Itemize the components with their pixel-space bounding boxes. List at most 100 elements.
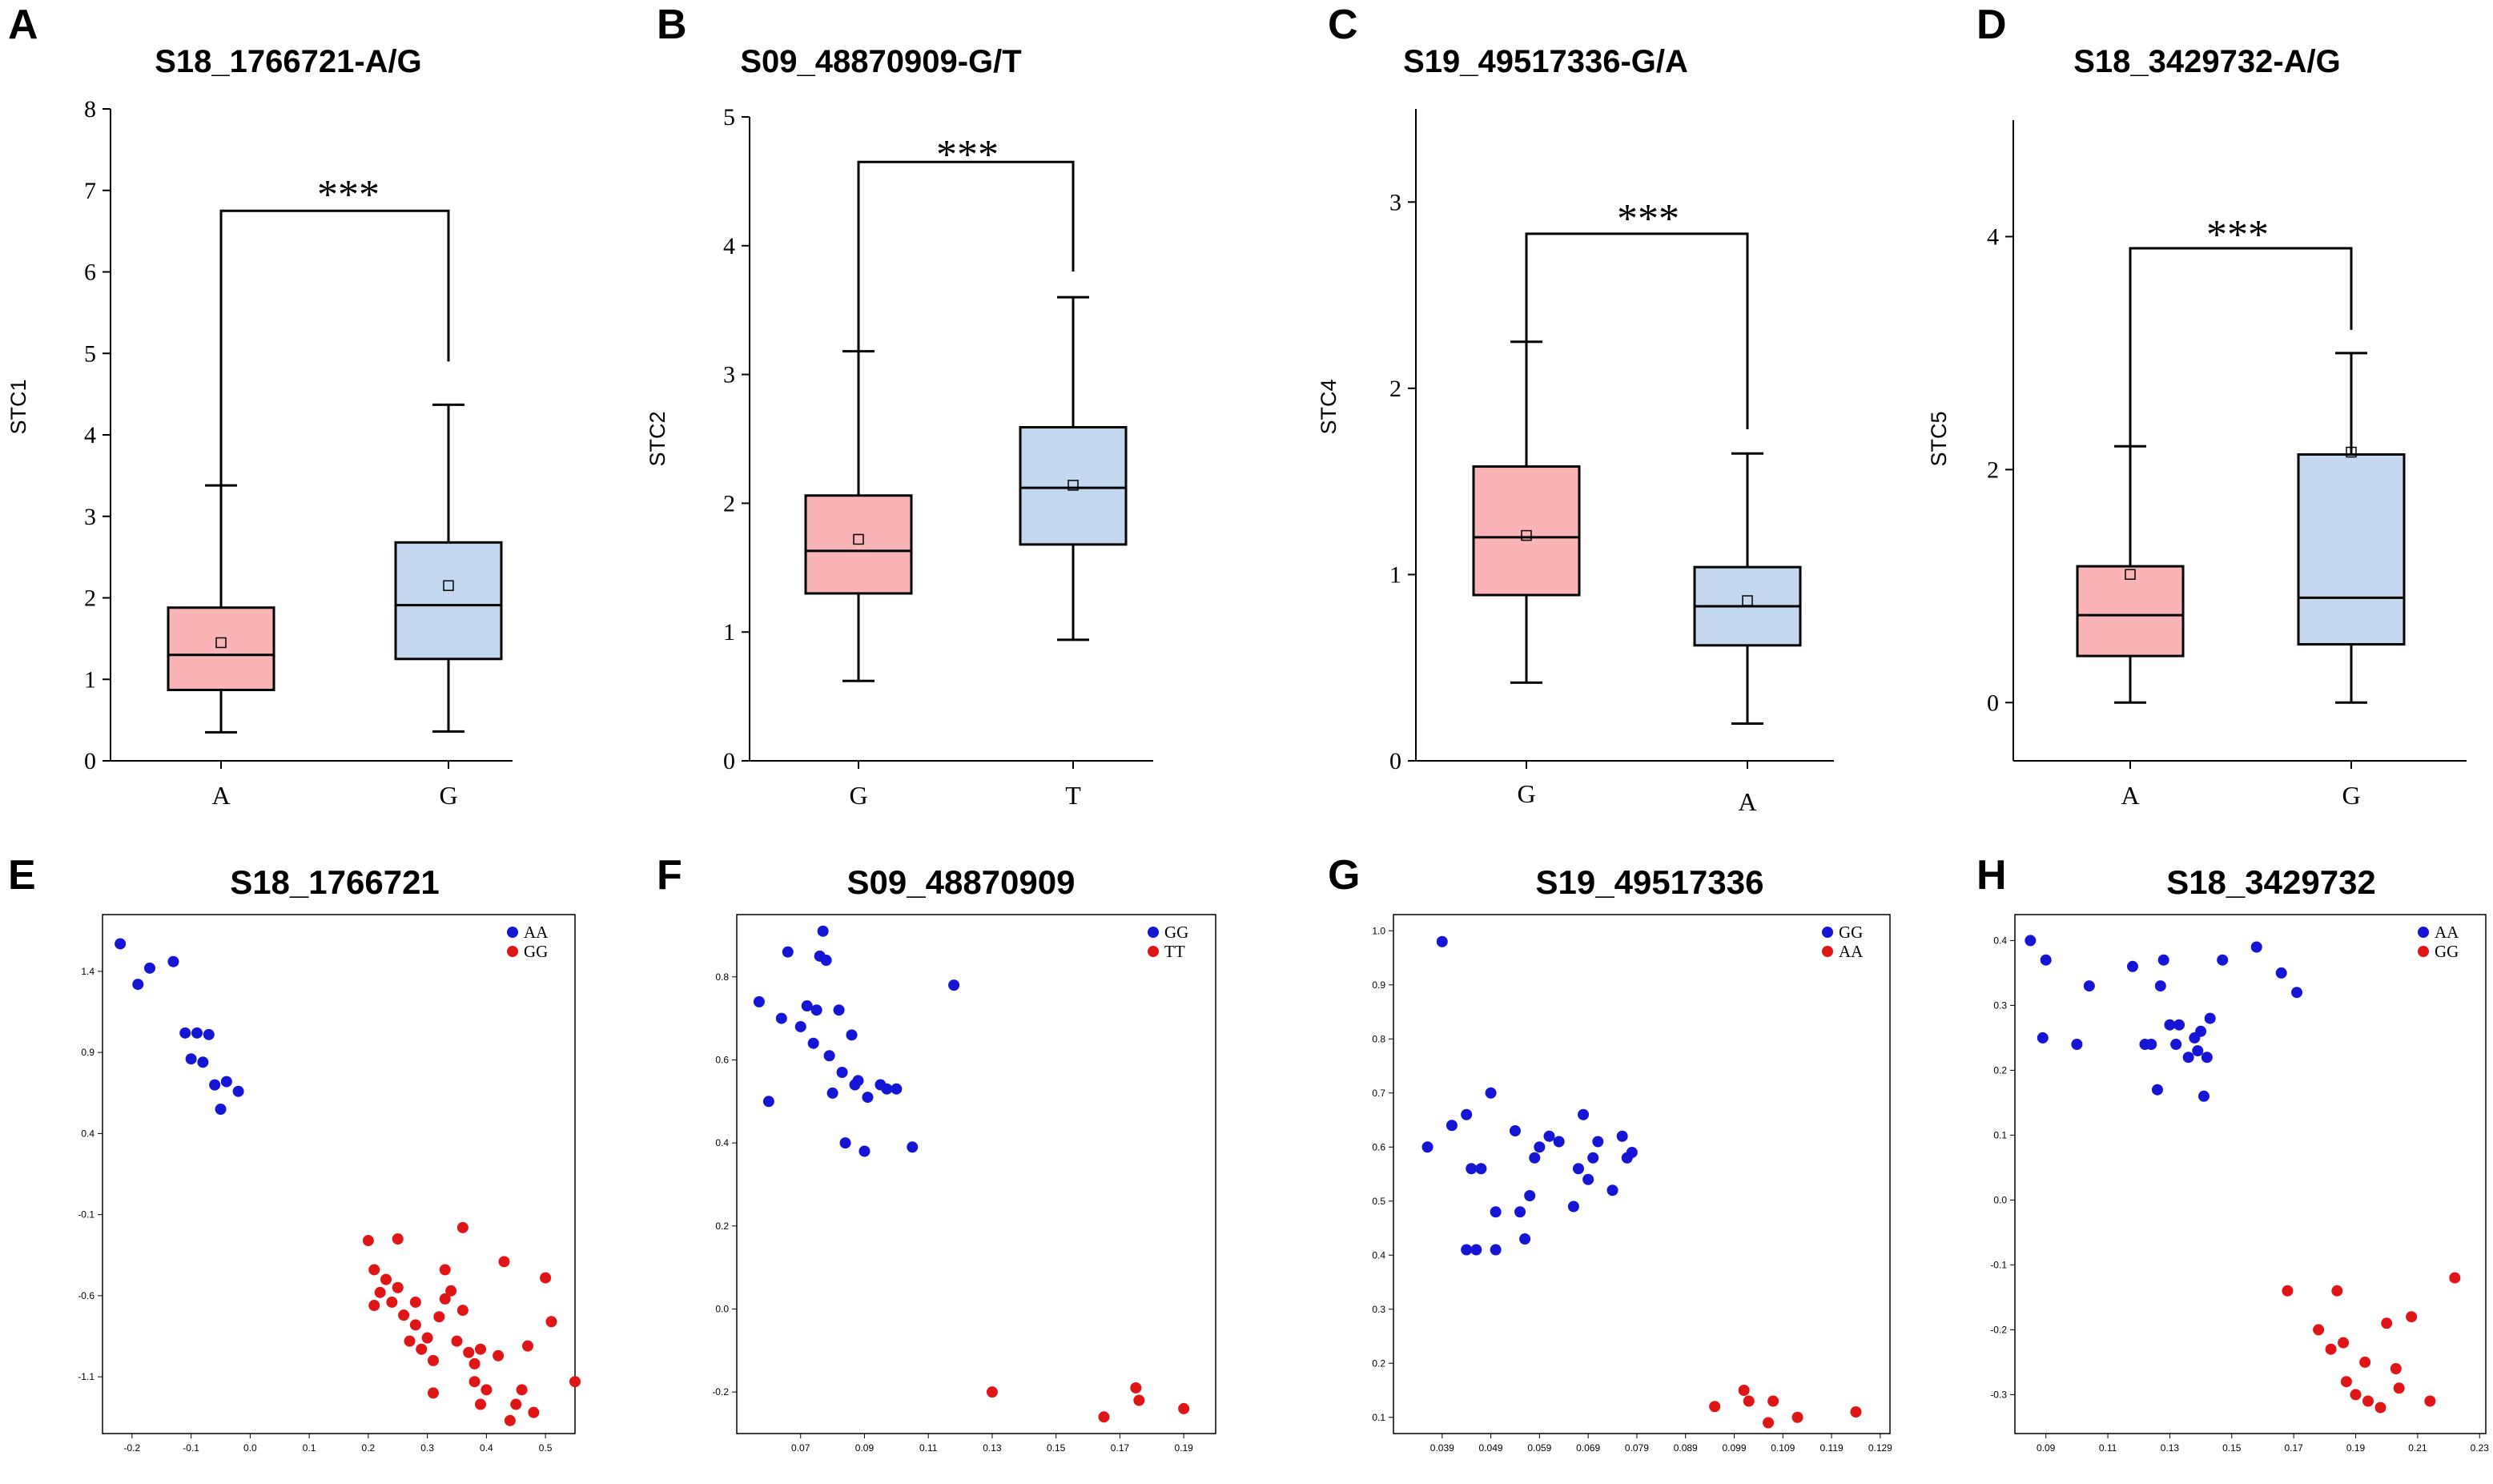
x-tick-label: 0.129 [1868, 1442, 1892, 1454]
y-tick-label: 0.6 [1372, 1141, 1385, 1152]
legend-marker [2418, 946, 2429, 957]
x-tick-label: 0.099 [1722, 1442, 1746, 1454]
aa-point [215, 1104, 227, 1115]
gg-point [881, 1083, 893, 1095]
chart-title: S09_48870909-G/T [740, 44, 1021, 79]
x-tick-label: 0.079 [1625, 1442, 1649, 1454]
y-tick-label: 1.0 [1372, 925, 1385, 936]
legend-label: GG [2435, 942, 2459, 961]
legend-label: GG [1164, 923, 1188, 942]
legend-marker [1148, 927, 1159, 938]
aa-point [220, 1076, 232, 1088]
x-tick-label: 0.15 [1047, 1442, 1066, 1454]
y-tick-label: 0 [1987, 690, 1999, 716]
chart-title: S18_1766721 [230, 863, 440, 901]
aa-point [2195, 1025, 2207, 1037]
x-tick-label: 0.119 [1819, 1442, 1843, 1454]
gg-point [1470, 1244, 1482, 1256]
x-tick-label: 0.17 [2284, 1442, 2303, 1454]
panel-d-boxplot: D S18_3429732-A/G STC5 A G *** 0 2 4 [1927, 2, 2467, 810]
x-tick-label: 0.07 [791, 1442, 810, 1454]
gg-point [421, 1332, 433, 1344]
y-tick-label: 8 [84, 96, 96, 123]
gg-point [782, 946, 794, 958]
y-tick-label: 4 [723, 233, 735, 259]
y-tick-label: -0.1 [1990, 1259, 2007, 1270]
aa-point [2151, 1084, 2163, 1096]
aa-point [144, 962, 155, 974]
gg-point [2390, 1363, 2402, 1374]
aa-point [1850, 1406, 1862, 1418]
gg-point [2362, 1395, 2374, 1407]
x-tick-label: 0.15 [2222, 1442, 2242, 1454]
y-tick-label: 0.9 [1372, 979, 1385, 991]
y-tick-label: 2 [84, 585, 96, 612]
gg-point [1592, 1136, 1604, 1148]
plot-frame [2014, 914, 2487, 1434]
mean-marker [1521, 529, 1532, 541]
iqr-box [394, 541, 503, 661]
x-tick-label: 0.039 [1430, 1442, 1454, 1454]
category-label: G [849, 781, 867, 810]
gg-point [456, 1221, 468, 1233]
gg-point [2350, 1389, 2362, 1401]
gg-point [392, 1281, 404, 1293]
gg-point [522, 1340, 533, 1352]
y-tick-label: 2 [1987, 456, 1999, 483]
y-tick-label: -0.3 [1990, 1389, 2007, 1400]
legend-marker [1822, 927, 1833, 938]
x-tick-label: 0.5 [539, 1442, 553, 1454]
y-tick-label: 4 [84, 422, 96, 448]
y-tick-label: 0.4 [715, 1137, 729, 1148]
x-tick-label: -0.2 [124, 1442, 141, 1454]
x-tick-label: 0.1 [303, 1442, 316, 1454]
gg-point [1475, 1163, 1487, 1175]
panel-letter: C [1328, 2, 1358, 48]
gg-point [528, 1406, 540, 1418]
gg-point [2325, 1343, 2337, 1355]
aa-point [1791, 1411, 1803, 1423]
panel-letter: F [657, 852, 682, 899]
y-tick-label: -0.6 [78, 1290, 94, 1301]
y-tick-label: 0 [723, 748, 735, 774]
y-tick-label: 0.1 [1372, 1412, 1385, 1423]
aa-point [197, 1056, 209, 1068]
mean-marker [853, 533, 864, 545]
gg-point [380, 1273, 392, 1285]
y-tick-label: -1.1 [78, 1371, 94, 1382]
y-tick-label: 0.2 [1372, 1357, 1385, 1369]
x-tick-label: 0.049 [1479, 1442, 1503, 1454]
y-tick-label: -0.2 [712, 1386, 729, 1398]
panel-letter: D [1976, 2, 2007, 48]
tt-point [986, 1386, 998, 1398]
gg-point [2381, 1317, 2393, 1329]
aa-point [1743, 1395, 1755, 1407]
gg-point [1553, 1136, 1565, 1148]
x-tick-label: 0.21 [2408, 1442, 2427, 1454]
aa-point [2291, 987, 2303, 999]
gg-point [1616, 1130, 1628, 1142]
legend-label: AA [2435, 923, 2459, 942]
gg-point [2449, 1272, 2461, 1284]
y-tick-label: -0.2 [1990, 1324, 2007, 1335]
aa-point [2192, 1045, 2204, 1057]
aa-point [132, 979, 144, 991]
x-tick-label: 0.059 [1527, 1442, 1551, 1454]
gg-point [1514, 1206, 1526, 1218]
y-tick-label: 0.4 [1372, 1249, 1385, 1261]
aa-point [2182, 1052, 2194, 1064]
gg-point [416, 1343, 428, 1355]
iqr-box [2076, 565, 2185, 658]
gg-point [540, 1272, 552, 1284]
y-tick-label: 1 [1389, 561, 1401, 588]
gg-point [481, 1384, 493, 1396]
legend-label: GG [524, 942, 548, 961]
iqr-box [2297, 452, 2406, 646]
gg-point [362, 1235, 374, 1247]
tt-point [1130, 1381, 1142, 1394]
aa-point [185, 1053, 197, 1065]
iqr-box [167, 606, 275, 691]
chart-title: S18_3429732-A/G [2073, 44, 2341, 79]
aa-point [2173, 1019, 2185, 1031]
